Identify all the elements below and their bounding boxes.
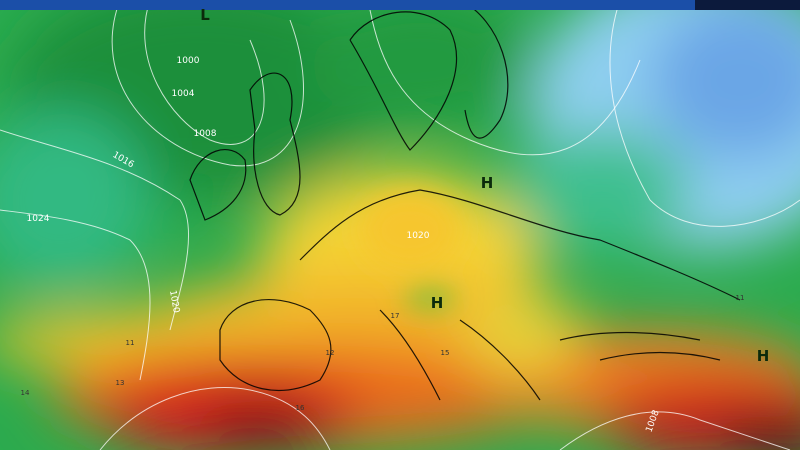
- pressure-center: H: [757, 347, 770, 365]
- temperature-label: 12: [326, 349, 335, 357]
- temperature-label: 17: [391, 312, 400, 320]
- isobar-label: 1020: [407, 231, 430, 241]
- isobar-label: 1024: [27, 214, 50, 224]
- isobar-label: 1004: [172, 89, 195, 99]
- isobar-label: 1000: [177, 56, 200, 66]
- coastlines: [189, 0, 741, 401]
- pressure-center: L: [200, 6, 210, 24]
- top-bar-box: [695, 0, 800, 10]
- temperature-label: 16: [296, 404, 305, 412]
- labels: LHHH100010041008101610241020102010081113…: [21, 6, 770, 434]
- temperature-label: 11: [126, 339, 135, 347]
- pressure-center: H: [431, 294, 444, 312]
- top-bar: [0, 0, 800, 10]
- temperature-label: 13: [116, 379, 125, 387]
- pressure-center: H: [481, 174, 494, 192]
- temperature-label: 14: [21, 389, 30, 397]
- temperature-label: 15: [441, 349, 450, 357]
- isobar-label: 1008: [194, 129, 217, 139]
- temperature-label: 11: [736, 294, 745, 302]
- isobar-label: 1020: [167, 290, 181, 315]
